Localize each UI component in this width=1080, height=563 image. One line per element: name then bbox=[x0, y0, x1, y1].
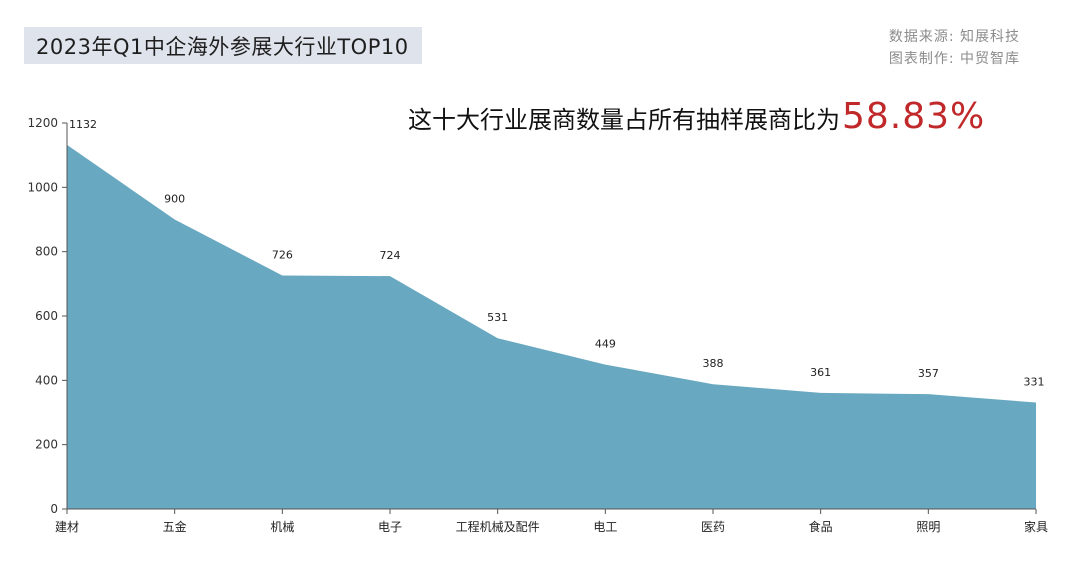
data-label: 361 bbox=[810, 366, 831, 379]
y-tick-label: 800 bbox=[35, 245, 58, 259]
y-tick-label: 200 bbox=[35, 438, 58, 452]
x-category-label: 医药 bbox=[701, 520, 725, 534]
x-category-label: 机械 bbox=[270, 519, 294, 534]
chart-title: 2023年Q1中企海外参展大行业TOP10 bbox=[36, 34, 409, 59]
headline-text: 这十大行业展商数量占所有抽样展商比为 bbox=[408, 106, 840, 134]
x-category-label: 电子 bbox=[378, 520, 402, 534]
headline: 这十大行业展商数量占所有抽样展商比为 58.83% bbox=[408, 96, 985, 137]
data-label: 388 bbox=[703, 357, 724, 370]
x-category-label: 建材 bbox=[55, 520, 79, 534]
x-category-label: 工程机械及配件 bbox=[456, 519, 540, 534]
data-label: 724 bbox=[380, 249, 401, 262]
data-label: 357 bbox=[918, 367, 939, 380]
x-category-label: 五金 bbox=[163, 519, 187, 534]
data-label: 331 bbox=[1024, 376, 1045, 389]
y-tick-label: 1200 bbox=[27, 116, 58, 130]
data-label: 449 bbox=[595, 338, 616, 351]
y-tick-label: 600 bbox=[35, 309, 58, 323]
chart-title-box: 2023年Q1中企海外参展大行业TOP10 bbox=[24, 27, 422, 64]
y-tick-label: 0 bbox=[50, 502, 58, 516]
x-category-label: 照明 bbox=[916, 520, 940, 534]
area-series bbox=[67, 144, 1036, 509]
y-tick-label: 400 bbox=[35, 373, 58, 387]
data-label: 726 bbox=[272, 248, 293, 261]
data-source-text: 数据来源: 知展科技 bbox=[888, 29, 1020, 45]
data-label: 900 bbox=[164, 193, 185, 206]
x-category-label: 电工 bbox=[593, 520, 617, 534]
y-tick-label: 1000 bbox=[27, 180, 58, 194]
data-label: 531 bbox=[487, 311, 508, 324]
x-category-label: 食品 bbox=[809, 519, 833, 534]
source-info: 数据来源: 知展科技 图表制作: 中贸智库 bbox=[889, 26, 1020, 70]
x-category-label: 家具 bbox=[1024, 519, 1048, 534]
chart-maker-text: 图表制作: 中贸智库 bbox=[888, 51, 1020, 67]
headline-percentage: 58.83% bbox=[842, 96, 986, 137]
data-label: 1132 bbox=[69, 118, 97, 131]
